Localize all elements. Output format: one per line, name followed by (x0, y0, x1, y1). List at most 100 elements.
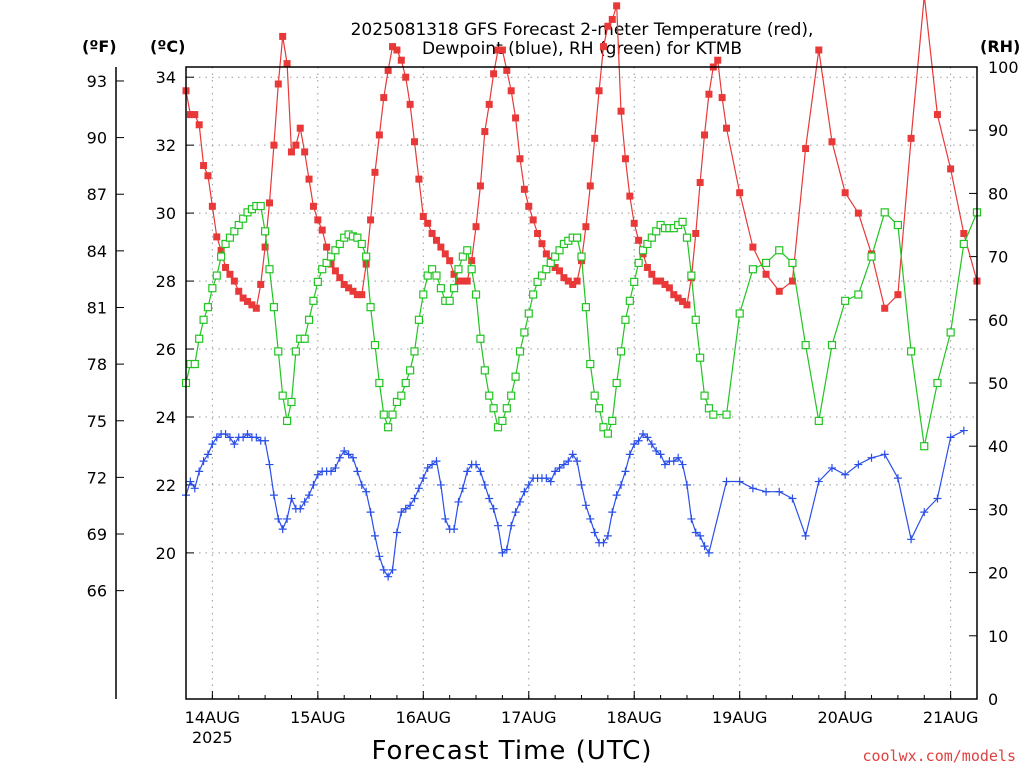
dewpoint-point (502, 545, 511, 554)
dewpoint-point (208, 440, 217, 449)
temperature-point (200, 162, 208, 170)
rh-point (449, 284, 459, 293)
dewpoint-point (261, 436, 270, 445)
dewpoint-point (423, 463, 432, 472)
temperature-point (551, 263, 559, 271)
temperature-point (661, 280, 669, 288)
rh-point (827, 340, 837, 350)
fahrenheit-tick-label: 69 (87, 525, 107, 544)
temperature-point (217, 246, 225, 254)
rh-point (335, 239, 344, 249)
dewpoint-point (854, 460, 863, 469)
dewpoint-point (639, 429, 648, 438)
rh-point (603, 429, 612, 438)
temperature-point (358, 291, 366, 299)
temperature-point (674, 294, 682, 302)
rh-point (427, 265, 437, 274)
rh-point (643, 239, 652, 249)
dewpoint-point (388, 565, 397, 574)
temperature-point (252, 304, 260, 312)
temperature-point (556, 267, 564, 275)
temperature-point (749, 243, 757, 251)
temperature-point (525, 202, 533, 210)
dewpoint-point (472, 460, 481, 469)
dewpoint-point (907, 535, 916, 544)
rh-tick-label: 30 (988, 500, 1008, 519)
dewpoint-point (674, 453, 683, 462)
dewpoint-point (252, 433, 261, 442)
temperature-point (907, 134, 915, 142)
dewpoint-point (691, 528, 700, 537)
dewpoint-point (432, 457, 441, 466)
dewpoint-point (340, 446, 349, 455)
dewpoint-point (353, 467, 362, 476)
rh-point (190, 359, 199, 369)
celsius-tick-label: 34 (156, 68, 176, 87)
rh-tick-label: 20 (988, 564, 1008, 583)
fahrenheit-unit-label: (ºF) (82, 37, 117, 56)
dewpoint-point (278, 525, 287, 534)
rh-point (362, 252, 371, 261)
rh-point (221, 239, 230, 249)
dewpoint-point (568, 450, 577, 459)
dewpoint-point (660, 460, 669, 469)
rh-point (700, 391, 709, 400)
temperature-point (854, 209, 862, 217)
rh-point (436, 284, 445, 293)
rh-point (735, 309, 744, 318)
plot-frame (185, 66, 978, 700)
temperature-point (472, 223, 480, 231)
dewpoint-point (801, 531, 810, 540)
temperature-point (301, 148, 309, 156)
rh-point (357, 239, 366, 249)
time-tick-label: 20AUG (817, 708, 872, 727)
temperature-point (679, 297, 687, 305)
series-line-rh (185, 205, 978, 447)
rh-point (959, 239, 968, 249)
rh-point (379, 410, 388, 419)
dewpoint-point (735, 477, 744, 486)
dewpoint-point (397, 508, 406, 517)
celsius-tick-label: 24 (156, 408, 176, 427)
temperature-point (283, 60, 291, 68)
time-tick-label: 19AUG (712, 708, 767, 727)
rh-point (625, 296, 634, 305)
rh-point (537, 271, 547, 280)
temperature-point (345, 284, 353, 292)
dewpoint-point (419, 474, 428, 483)
temperature-point (626, 192, 634, 200)
temperature-point (411, 138, 419, 146)
rh-point (199, 315, 208, 324)
rh-point (392, 397, 402, 407)
temperature-point (257, 280, 265, 288)
temperature-point (441, 250, 449, 258)
temperature-point (516, 155, 524, 163)
dewpoint-point (362, 487, 371, 496)
rh-point (313, 277, 322, 286)
temperature-point (652, 277, 660, 285)
rh-point (687, 271, 696, 280)
rh-point (256, 201, 265, 211)
temperature-point (604, 22, 612, 30)
temperature-point (718, 94, 726, 102)
rh-point (854, 290, 863, 299)
temperature-point (529, 216, 537, 224)
temperature-point (424, 219, 432, 227)
temperature-point (244, 297, 252, 305)
rh-point (520, 328, 529, 337)
temperature-point (643, 263, 651, 271)
rh-point (647, 233, 656, 242)
rh-tick-label: 60 (988, 311, 1008, 330)
dewpoint-point (617, 480, 626, 489)
temperature-point (204, 172, 212, 180)
dewpoint-point (225, 433, 234, 442)
rh-point (322, 258, 331, 268)
rh-point (946, 328, 955, 337)
temperature-point (428, 229, 436, 237)
dewpoint-point (546, 477, 555, 486)
rh-point (195, 334, 204, 343)
temperature-point (933, 111, 941, 119)
dewpoint-point (458, 484, 467, 493)
dewpoint-point (287, 494, 296, 503)
